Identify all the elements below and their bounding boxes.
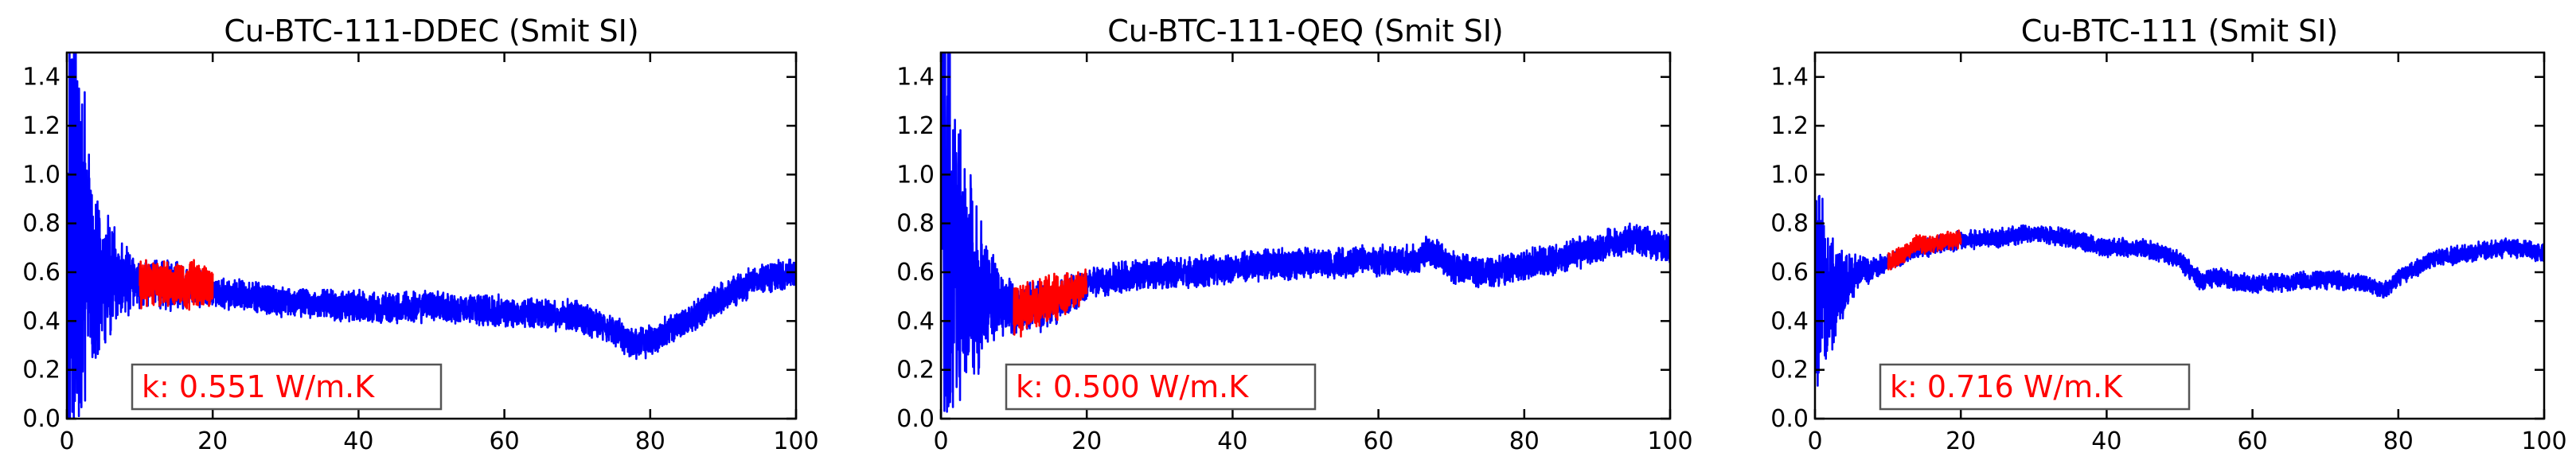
- y-tick-label: 0.8: [22, 210, 60, 238]
- y-tick-label: 0.2: [1770, 357, 1809, 384]
- series-line-full: [1815, 194, 2544, 387]
- series-line-fit-window: [1887, 229, 1962, 271]
- y-tick-label: 0.0: [22, 405, 60, 433]
- y-tick-label: 0.6: [22, 259, 60, 287]
- annotation-box: [1879, 363, 2191, 411]
- chart-title: Cu-BTC-111-DDEC (Smit SI): [224, 14, 638, 49]
- y-tick-label: 1.4: [896, 64, 935, 92]
- y-tick-label: 0.6: [1770, 259, 1809, 287]
- x-tick-label: 80: [635, 427, 665, 455]
- x-tick-label: 0: [59, 427, 74, 455]
- y-tick-label: 1.4: [1770, 64, 1809, 92]
- x-tick-label: 100: [773, 427, 818, 455]
- series-line-fit-window: [139, 259, 214, 311]
- x-tick-label: 60: [2238, 427, 2268, 455]
- x-tick-label: 60: [490, 427, 520, 455]
- x-tick-label: 20: [197, 427, 228, 455]
- chart-title: Cu-BTC-111-QEQ (Smit SI): [1107, 14, 1503, 49]
- y-tick-label: 0.8: [896, 210, 935, 238]
- y-tick-label: 0.0: [896, 405, 935, 433]
- x-tick-label: 80: [2383, 427, 2414, 455]
- x-tick-label: 0: [933, 427, 948, 455]
- annotation-box: [1005, 363, 1317, 411]
- plot-area: [941, 53, 1670, 419]
- thermal-conductivity-annotation: k: 0.500 W/m.K: [1016, 369, 1249, 404]
- x-tick-label: 20: [1946, 427, 1976, 455]
- y-tick-label: 0.6: [896, 259, 935, 287]
- y-tick-label: 0.4: [22, 307, 60, 335]
- x-tick-label: 100: [2521, 427, 2566, 455]
- axes-frame: [65, 51, 798, 420]
- x-tick-label: 40: [2091, 427, 2121, 455]
- y-tick-label: 0.4: [896, 307, 935, 335]
- y-tick-label: 0.8: [1770, 210, 1809, 238]
- chart-title: Cu-BTC-111 (Smit SI): [2021, 14, 2339, 49]
- x-tick-label: 60: [1364, 427, 1394, 455]
- x-tick-label: 40: [1217, 427, 1247, 455]
- y-tick-label: 1.2: [1770, 112, 1809, 140]
- y-tick-label: 1.2: [896, 112, 935, 140]
- thermal-conductivity-annotation: k: 0.551 W/m.K: [142, 369, 375, 404]
- x-tick-label: 80: [1509, 427, 1540, 455]
- y-tick-label: 1.0: [896, 161, 935, 189]
- axes-frame: [1813, 51, 2546, 420]
- axes-frame: [939, 51, 1672, 420]
- chart-panel-3: 0 20 40 60 80 100 0.0 0.2 0.4 0.6 0.8 1.0 1.2 1.4 Cu-B…: [1770, 14, 2566, 455]
- annotation-box: [131, 363, 443, 411]
- series-line-fit-window: [1013, 268, 1088, 338]
- plot-area: [1815, 194, 2544, 387]
- y-tick-label: 1.4: [22, 64, 60, 92]
- x-tick-label: 100: [1647, 427, 1692, 455]
- y-tick-label: 0.2: [896, 357, 935, 384]
- y-tick-label: 0.4: [1770, 307, 1809, 335]
- chart-panel-1: 0 20 40 60 80 100 0.0 0.2 0.4 0.6 0.8 1.0 1.2 1.4 Cu-B…: [22, 14, 818, 455]
- thermal-conductivity-annotation: k: 0.716 W/m.K: [1890, 369, 2123, 404]
- y-tick-label: 1.0: [22, 161, 60, 189]
- x-tick-label: 40: [343, 427, 373, 455]
- plot-area: [67, 53, 796, 419]
- x-tick-label: 0: [1807, 427, 1822, 455]
- x-tick-label: 20: [1071, 427, 1102, 455]
- y-tick-label: 1.2: [22, 112, 60, 140]
- y-tick-label: 0.2: [22, 357, 60, 384]
- y-tick-label: 1.0: [1770, 161, 1809, 189]
- y-tick-label: 0.0: [1770, 405, 1809, 433]
- chart-panel-2: 0 20 40 60 80 100 0.0 0.2 0.4 0.6 0.8 1.0 1.2 1.4 Cu-B…: [896, 14, 1692, 455]
